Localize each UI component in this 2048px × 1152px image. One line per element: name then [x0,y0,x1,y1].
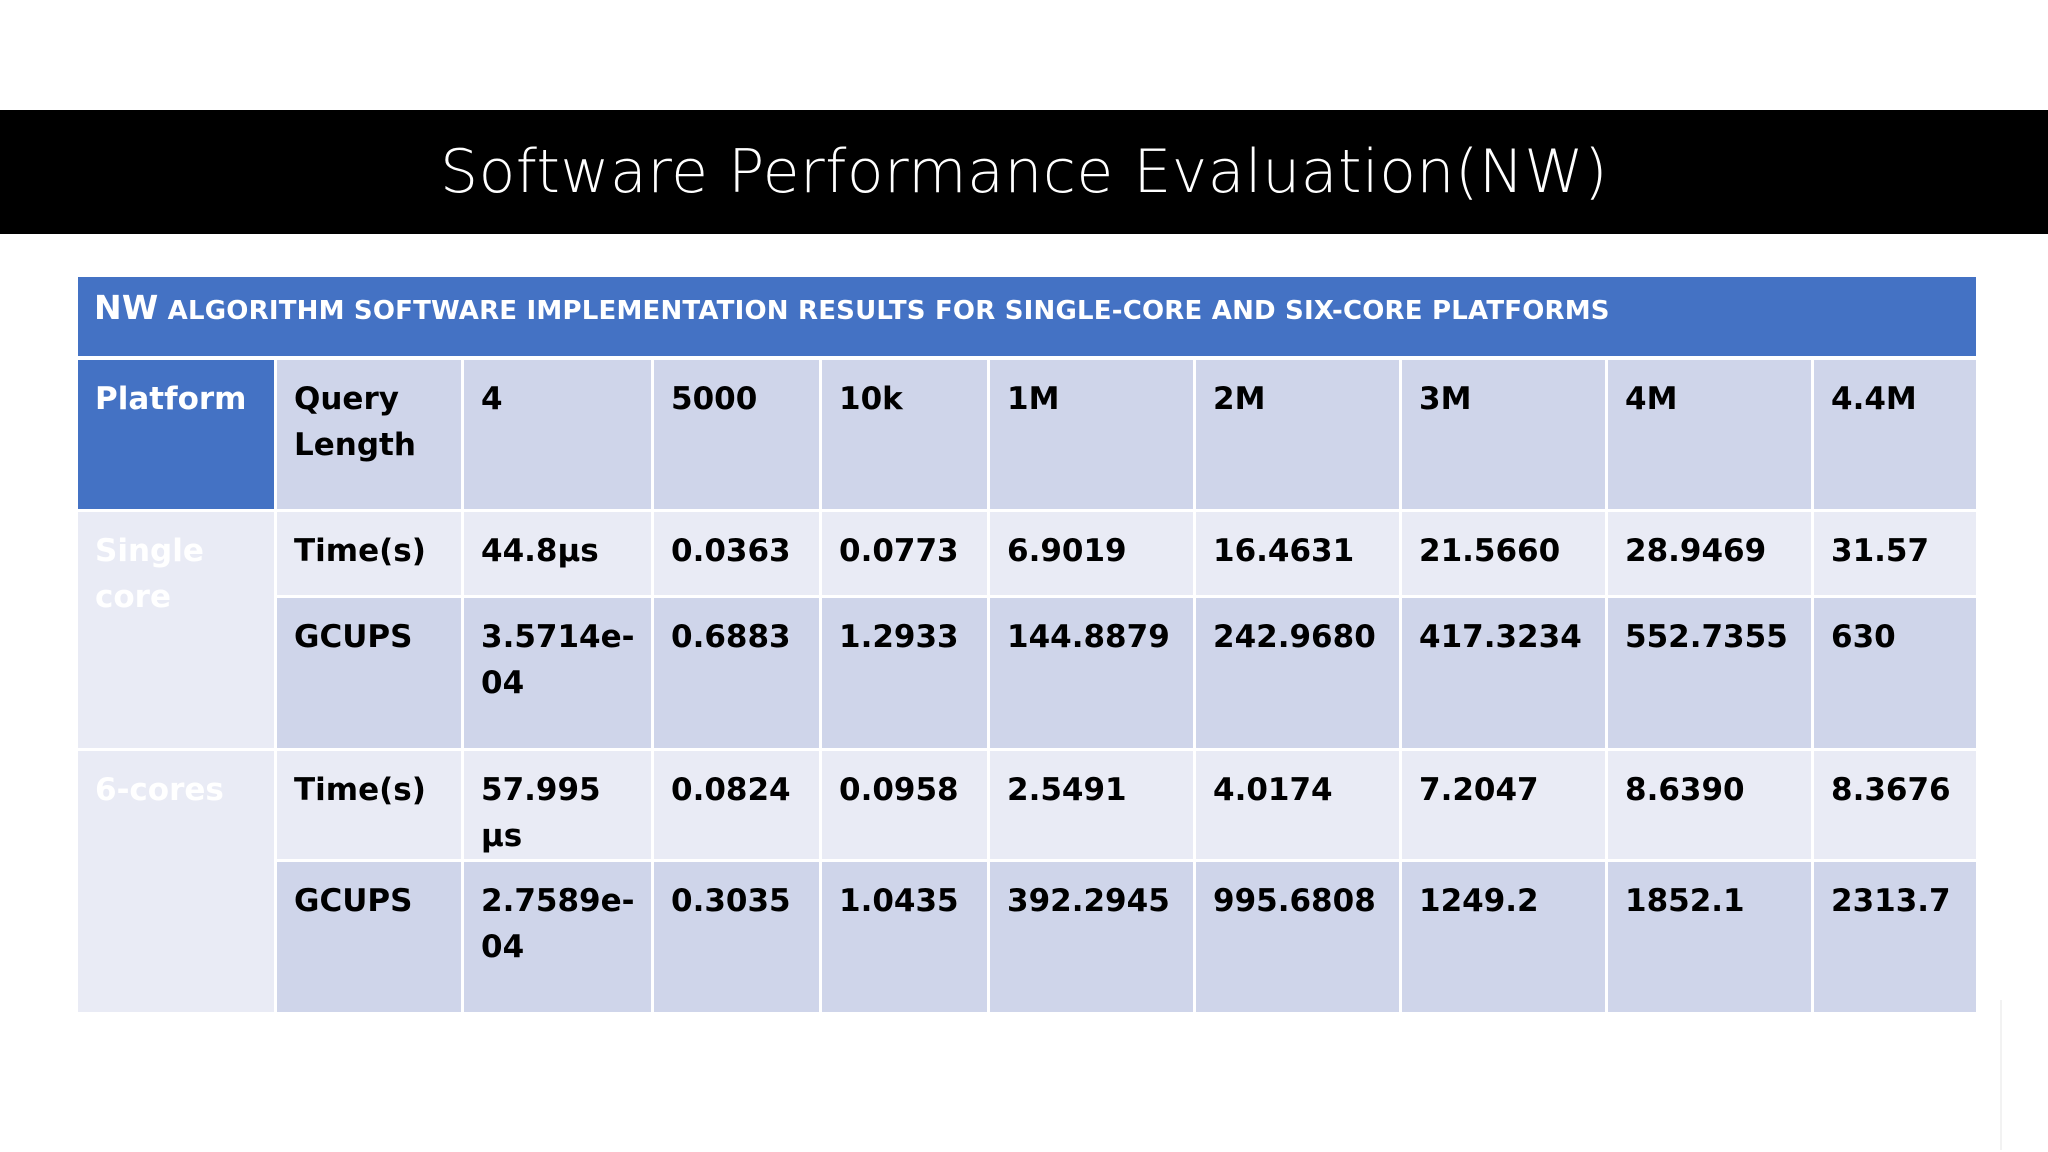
table-cell: 31.57 [1810,509,1980,598]
table-caption-row: NW ALGORITHM SOFTWARE IMPLEMENTATION RES… [74,274,1980,360]
table-cell: 630 [1810,595,1980,751]
table-cell: 21.5660 [1399,509,1608,598]
table-cell: 6.9019 [987,509,1196,598]
table-cell: 8.6390 [1605,748,1814,862]
metric-label: GCUPS [274,859,464,1015]
header-platform: Platform [75,356,277,512]
table-cell: 57.995 µs [461,748,654,862]
table-cell: 144.8879 [987,595,1196,751]
metric-label: GCUPS [274,595,464,751]
header-cell: 1M [987,356,1196,512]
table-cell: 995.6808 [1193,859,1402,1015]
results-table: NW ALGORITHM SOFTWARE IMPLEMENTATION RES… [74,274,1980,1015]
table-cell: 0.3035 [651,859,822,1015]
metric-label: Time(s) [274,748,464,862]
table-cell: 1.2933 [819,595,990,751]
table-cell: 1.0435 [819,859,990,1015]
table-cell: 1852.1 [1605,859,1814,1015]
platform-single-core: Single core [75,509,277,751]
table-cell: 7.2047 [1399,748,1608,862]
slide-title: Software Performance Evaluation(NW) [440,137,1608,207]
table-row: GCUPS 3.5714e-04 0.6883 1.2933 144.8879 … [77,595,1980,751]
table-cell: 0.0824 [651,748,822,862]
table-cell: 44.8µs [461,509,654,598]
table-cell: 417.3234 [1399,595,1608,751]
table-cell: 3.5714e-04 [461,595,654,751]
table-cell: 28.9469 [1605,509,1814,598]
metric-label: Time(s) [274,509,464,598]
header-cell: 4 [461,356,654,512]
header-query-length: Query Length [274,356,464,512]
slide-edge-divider [2000,1000,2002,1150]
table-caption: NW ALGORITHM SOFTWARE IMPLEMENTATION RES… [74,274,1980,360]
table-row: GCUPS 2.7589e-04 0.3035 1.0435 392.2945 … [77,859,1980,1015]
title-bar: Software Performance Evaluation(NW) [0,110,2048,234]
caption-lead: NW [94,288,159,327]
table-cell: 0.0363 [651,509,822,598]
header-cell: 5000 [651,356,822,512]
table-cell: 1249.2 [1399,859,1608,1015]
table-cell: 0.6883 [651,595,822,751]
table-cell: 552.7355 [1605,595,1814,751]
header-cell: 4M [1605,356,1814,512]
header-cell: 3M [1399,356,1608,512]
caption-rest: ALGORITHM SOFTWARE IMPLEMENTATION RESULT… [158,296,1610,326]
table-cell: 0.0773 [819,509,990,598]
table-cell: 0.0958 [819,748,990,862]
table-cell: 2.5491 [987,748,1196,862]
table-row: Single core Time(s) 44.8µs 0.0363 0.0773… [75,509,1980,751]
header-cell: 2M [1193,356,1402,512]
table-cell: 392.2945 [987,859,1196,1015]
table-header-row: Platform Query Length 4 5000 10k 1M 2M 3… [75,356,1980,512]
platform-six-cores: 6-cores [75,748,277,1015]
table-cell: 2313.7 [1810,859,1980,1015]
table-cell: 16.4631 [1193,509,1402,598]
table-cell: 2.7589e-04 [461,859,654,1015]
header-cell: 4.4M [1810,356,1980,512]
header-cell: 10k [819,356,990,512]
table-cell: 4.0174 [1193,748,1402,862]
results-table-container: NW ALGORITHM SOFTWARE IMPLEMENTATION RES… [74,274,1980,1015]
table-row: 6-cores Time(s) 57.995 µs 0.0824 0.0958 … [75,748,1980,1015]
table-cell: 8.3676 [1810,748,1980,862]
table-cell: 242.9680 [1193,595,1402,751]
